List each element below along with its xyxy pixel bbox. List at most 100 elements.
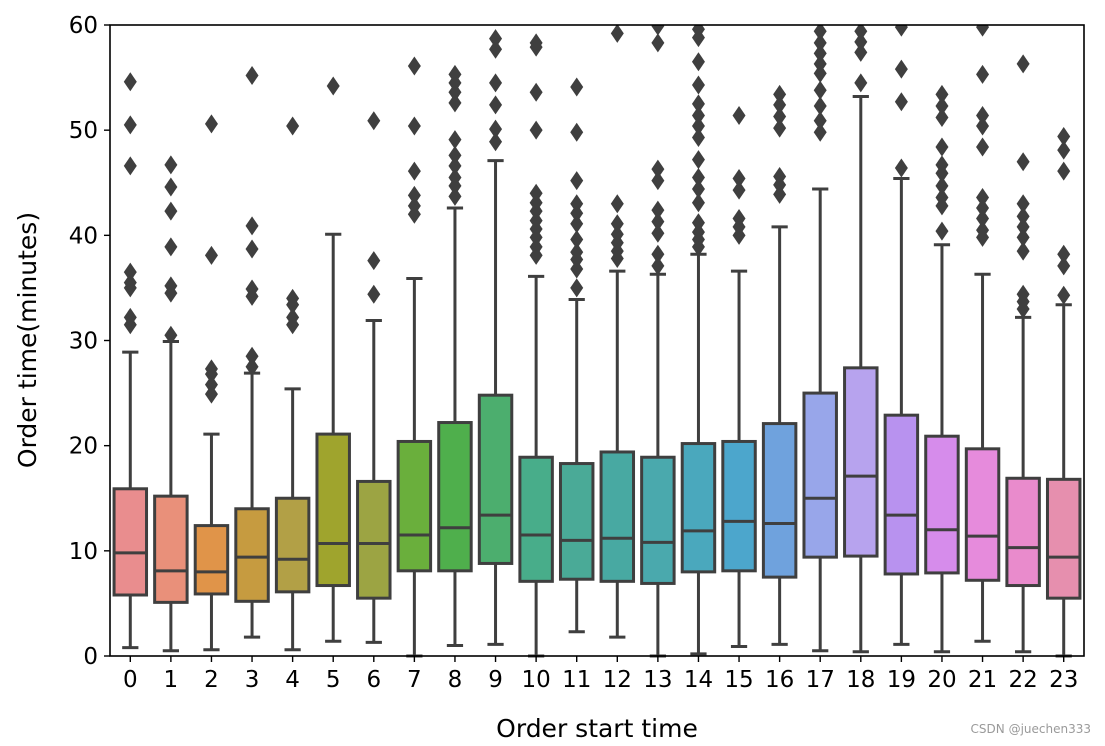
- x-tick-label: 0: [123, 667, 138, 693]
- outliers: [286, 116, 300, 335]
- y-tick-label: 0: [83, 644, 98, 670]
- outlier-point: [448, 130, 462, 150]
- outlier-point: [651, 223, 665, 243]
- y-tick-label: 30: [69, 329, 98, 355]
- outlier-point: [976, 105, 990, 125]
- outlier-point: [123, 72, 137, 92]
- box-group-2: [193, 114, 230, 652]
- outlier-point: [407, 56, 421, 76]
- x-tick-label: 10: [521, 667, 550, 693]
- outliers: [1016, 54, 1030, 319]
- box-group-23: [1045, 126, 1082, 658]
- outlier-point: [773, 118, 787, 138]
- box-group-12: [599, 25, 636, 639]
- outlier-point: [1016, 284, 1030, 304]
- outlier-point: [935, 155, 949, 175]
- outlier-point: [570, 278, 584, 298]
- outliers: [123, 72, 137, 335]
- outlier-point: [732, 169, 746, 189]
- outlier-point: [529, 82, 543, 102]
- outlier-point: [691, 105, 705, 125]
- outliers: [813, 25, 827, 142]
- y-tick-label: 50: [69, 118, 98, 144]
- outlier-point: [164, 325, 178, 345]
- box-group-1: [153, 155, 189, 653]
- outlier-point: [813, 80, 827, 100]
- box-group-21: [964, 25, 1001, 643]
- outlier-point: [245, 239, 259, 259]
- outlier-point: [854, 25, 868, 41]
- outlier-point: [245, 65, 259, 85]
- outlier-point: [976, 137, 990, 157]
- outlier-point: [529, 183, 543, 203]
- x-tick-label: 5: [326, 667, 341, 693]
- box-group-11: [558, 77, 595, 634]
- x-tick-label: 18: [846, 667, 875, 693]
- outlier-point: [894, 158, 908, 178]
- outlier-point: [164, 177, 178, 197]
- outlier-point: [123, 156, 137, 176]
- outliers: [448, 64, 462, 206]
- box-group-18: [843, 25, 879, 654]
- box: [761, 422, 798, 579]
- box-group-22: [1005, 54, 1041, 654]
- outlier-point: [164, 237, 178, 257]
- box-group-10: [518, 33, 554, 658]
- box-group-8: [437, 64, 473, 647]
- outlier-point: [1016, 217, 1030, 237]
- outlier-point: [245, 279, 259, 299]
- outliers: [489, 29, 503, 152]
- outlier-point: [691, 193, 705, 213]
- outlier-point: [691, 167, 705, 187]
- x-axis-label: Order start time: [496, 714, 698, 743]
- outlier-point: [610, 224, 624, 244]
- outlier-point: [448, 93, 462, 113]
- watermark: CSDN @juechen333: [970, 722, 1091, 736]
- outlier-point: [854, 42, 868, 62]
- box: [1005, 476, 1041, 588]
- x-tick-label: 22: [1008, 667, 1037, 693]
- box-group-13: [640, 25, 676, 658]
- box-group-17: [802, 25, 838, 653]
- box: [193, 524, 230, 596]
- outlier-point: [570, 230, 584, 250]
- outlier-point: [570, 242, 584, 262]
- outlier-point: [448, 145, 462, 165]
- y-tick-label: 20: [69, 434, 98, 460]
- outlier-point: [164, 201, 178, 221]
- outlier-point: [691, 94, 705, 114]
- outlier-point: [935, 108, 949, 128]
- x-tick-label: 6: [366, 667, 381, 693]
- y-tick-label: 10: [69, 539, 98, 565]
- outlier-point: [1016, 206, 1030, 226]
- outlier-point: [245, 346, 259, 366]
- outlier-point: [570, 214, 584, 234]
- outlier-point: [448, 156, 462, 176]
- box: [558, 462, 595, 581]
- box: [396, 439, 433, 573]
- outlier-point: [245, 357, 259, 377]
- axes: 0 1 2 3 4 5 6 7 8 9 10 11 12 13 14 15 16 17 18 19 20 21 22 2301…: [69, 13, 1079, 693]
- outlier-point: [407, 161, 421, 181]
- box: [1045, 477, 1082, 600]
- box: [477, 393, 514, 565]
- outlier-point: [813, 43, 827, 63]
- outlier-point: [489, 73, 503, 93]
- outliers: [732, 105, 746, 245]
- box-group-7: [396, 56, 433, 658]
- outlier-point: [407, 185, 421, 205]
- outlier-point: [691, 25, 705, 39]
- box: [964, 447, 1001, 582]
- outlier-point: [651, 33, 665, 53]
- outlier-point: [691, 179, 705, 199]
- outlier-point: [732, 209, 746, 229]
- outlier-point: [1016, 54, 1030, 74]
- outlier-point: [367, 251, 381, 271]
- y-tick-label: 40: [69, 223, 98, 249]
- outlier-point: [529, 33, 543, 53]
- box: [640, 455, 676, 585]
- outliers: [854, 25, 868, 93]
- outlier-point: [935, 84, 949, 104]
- box-group-5: [315, 76, 351, 643]
